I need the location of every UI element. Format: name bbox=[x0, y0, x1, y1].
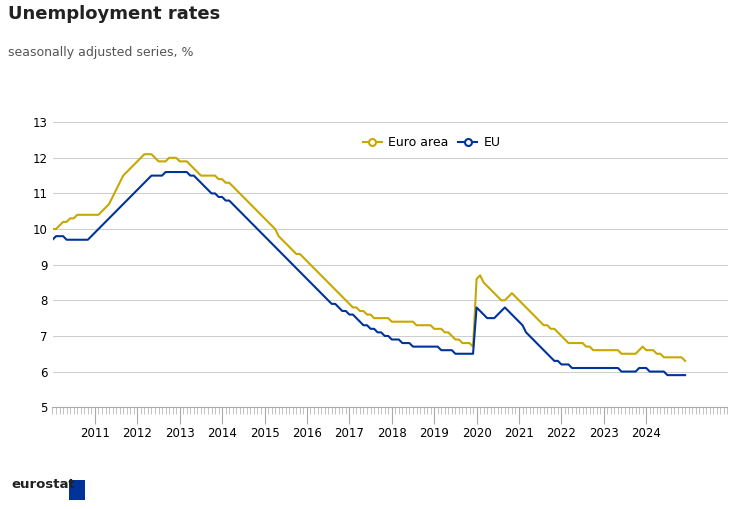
Text: seasonally adjusted series, %: seasonally adjusted series, % bbox=[8, 46, 193, 59]
Text: eurostat: eurostat bbox=[11, 478, 75, 491]
Legend: Euro area, EU: Euro area, EU bbox=[358, 131, 506, 154]
Text: Unemployment rates: Unemployment rates bbox=[8, 5, 220, 23]
